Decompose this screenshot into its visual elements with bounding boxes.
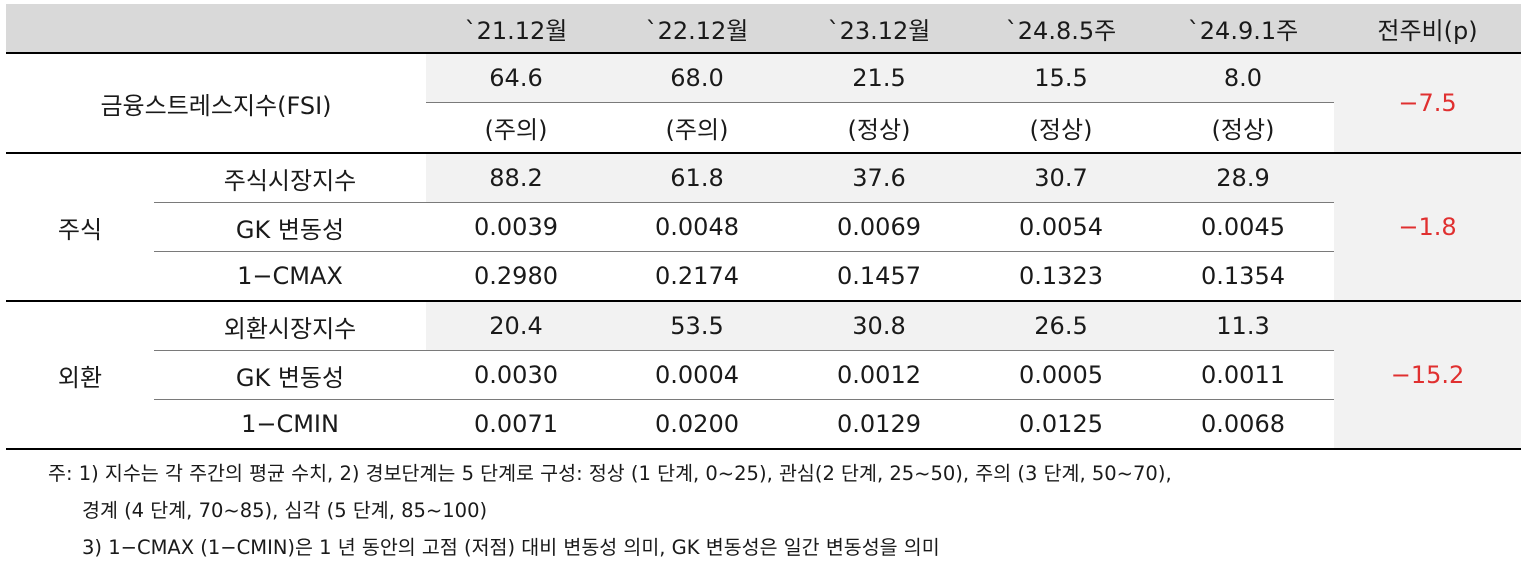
stock-row-3-value-4: 0.1323	[1019, 262, 1103, 290]
fx-row-3-value-2: 0.0200	[655, 410, 739, 438]
fsi-label: 금융스트레스지수(FSI)	[100, 91, 332, 120]
header-col-1: `21.12월	[464, 16, 568, 45]
stock-row-2-value-3: 0.0069	[837, 213, 921, 241]
stock-row-1-value-4: 30.7	[1034, 164, 1088, 192]
stock-rule-1	[154, 202, 1334, 203]
stock-row-3-value-5: 0.1354	[1201, 262, 1285, 290]
header-col-3: `23.12월	[827, 16, 931, 45]
stock-row-1-value-5: 28.9	[1216, 164, 1270, 192]
fx-row-1-value-5: 11.3	[1216, 312, 1270, 340]
fx-row-1-value-1: 20.4	[489, 312, 543, 340]
header-col-4: `24.8.5주	[1005, 16, 1117, 45]
stock-group-label: 주식	[57, 215, 103, 244]
fsi-value-3: 21.5	[852, 64, 906, 92]
stock-row-2-value-1: 0.0039	[474, 213, 558, 241]
fx-row-label-1: 외환시장지수	[223, 314, 357, 343]
stock-rule-2	[154, 251, 1334, 252]
fx-row-label-3: 1−CMIN	[241, 410, 339, 438]
fsi-status-5: (정상)	[1211, 116, 1275, 144]
stock-change: −1.8	[1334, 154, 1521, 300]
fsi-bottom-rule	[6, 152, 1521, 154]
header-bottom-rule	[6, 52, 1521, 54]
fx-row-2-value-5: 0.0011	[1201, 361, 1285, 389]
fsi-table: `21.12월 `22.12월 `23.12월 `24.8.5주 `24.9.1…	[6, 4, 1521, 450]
footnote-line-3: 3) 1−CMAX (1−CMIN)은 1 년 동안의 고점 (저점) 대비 변…	[82, 536, 940, 559]
table-bottom-rule	[6, 448, 1521, 450]
fx-row-2-value-2: 0.0004	[655, 361, 739, 389]
fx-row-3-value-5: 0.0068	[1201, 410, 1285, 438]
fx-row-1-bg	[426, 302, 1334, 350]
header-row	[6, 4, 1521, 52]
fsi-value-5: 8.0	[1223, 64, 1263, 92]
fx-row-3-value-3: 0.0129	[837, 410, 921, 438]
stock-row-label-1: 주식시장지수	[223, 166, 357, 195]
stock-row-3-value-2: 0.2174	[655, 262, 739, 290]
stock-row-1-value-3: 37.6	[852, 164, 906, 192]
fsi-change: −7.5	[1334, 54, 1521, 152]
fsi-status-3: (정상)	[847, 116, 911, 144]
fx-change: −15.2	[1334, 302, 1521, 448]
fsi-inner-rule	[426, 102, 1334, 103]
fx-row-3-value-1: 0.0071	[474, 410, 558, 438]
stock-bottom-rule	[6, 300, 1521, 302]
fx-row-3-value-4: 0.0125	[1019, 410, 1103, 438]
fsi-status-1: (주의)	[484, 116, 548, 144]
fx-row-1-value-2: 53.5	[670, 312, 724, 340]
footnote-line-1: 주: 1) 지수는 각 주간의 평균 수치, 2) 경보단계는 5 단계로 구성…	[48, 462, 1172, 485]
stock-row-label-2: GK 변동성	[235, 215, 345, 244]
stock-row-1-value-1: 88.2	[489, 164, 543, 192]
header-change: 전주비(p)	[1377, 16, 1478, 45]
stock-row-label-3: 1−CMAX	[237, 262, 343, 290]
fsi-values-bg	[426, 54, 1334, 102]
fsi-value-1: 64.6	[489, 64, 543, 92]
stock-row-3-value-1: 0.2980	[474, 262, 558, 290]
stock-row-2-value-2: 0.0048	[655, 213, 739, 241]
fsi-value-2: 68.0	[670, 64, 724, 92]
fx-row-2-value-1: 0.0030	[474, 361, 558, 389]
fx-row-1-value-3: 30.8	[852, 312, 906, 340]
fx-rule-1	[154, 350, 1334, 351]
fx-group-label: 외환	[57, 363, 103, 392]
fsi-status-4: (정상)	[1029, 116, 1093, 144]
stock-row-3-value-3: 0.1457	[837, 262, 921, 290]
fx-rule-2	[154, 399, 1334, 400]
stock-row-1-value-2: 61.8	[670, 164, 724, 192]
stock-row-1-bg	[426, 154, 1334, 202]
fx-row-2-value-3: 0.0012	[837, 361, 921, 389]
header-col-5: `24.9.1주	[1187, 16, 1299, 45]
fsi-status-2: (주의)	[665, 116, 729, 144]
fsi-value-4: 15.5	[1034, 64, 1088, 92]
fx-row-1-value-4: 26.5	[1034, 312, 1088, 340]
fx-row-2-value-4: 0.0005	[1019, 361, 1103, 389]
footnotes: 주: 1) 지수는 각 주간의 평균 수치, 2) 경보단계는 5 단계로 구성…	[48, 455, 1518, 566]
stock-row-2-value-5: 0.0045	[1201, 213, 1285, 241]
footnote-line-2: 경계 (4 단계, 70~85), 심각 (5 단계, 85~100)	[82, 499, 488, 522]
header-col-2: `22.12월	[645, 16, 749, 45]
stock-row-2-value-4: 0.0054	[1019, 213, 1103, 241]
fx-row-label-2: GK 변동성	[235, 363, 345, 392]
